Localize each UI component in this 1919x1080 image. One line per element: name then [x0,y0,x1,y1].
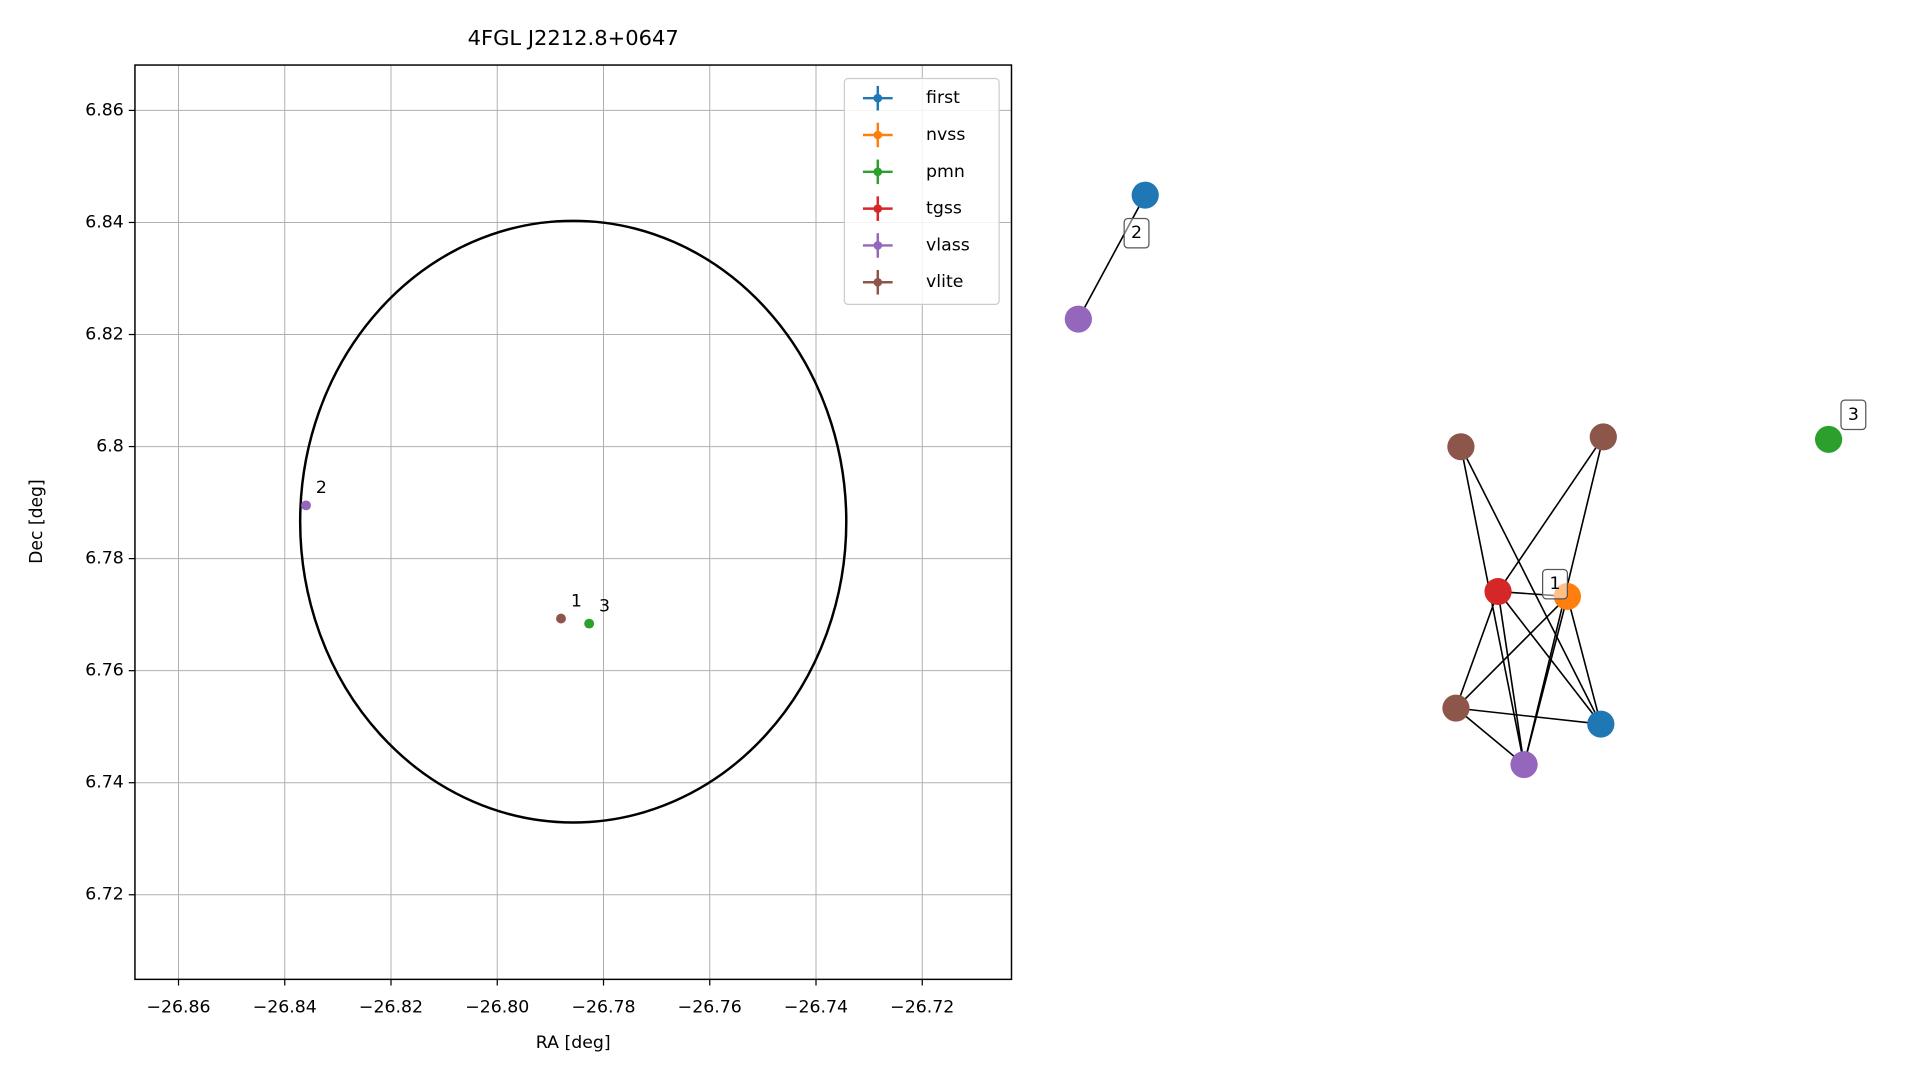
legend-marker [873,241,883,250]
legend-marker [873,93,883,103]
node [1484,578,1512,606]
legend-marker [873,277,883,287]
point-label: 2 [316,478,327,498]
legend-label: nvss [926,125,965,145]
node [1589,423,1617,451]
x-tick-label: −26.86 [146,998,210,1018]
legend-label: vlite [926,272,963,292]
y-tick-label: 6.8 [96,437,124,457]
y-tick-label: 6.78 [85,549,124,569]
x-tick-label: −26.76 [678,998,742,1018]
y-tick-label: 6.76 [85,661,124,681]
x-axis-label: RA [deg] [536,1033,611,1053]
node [1131,181,1159,209]
y-tick-label: 6.86 [85,100,124,120]
legend-marker [873,204,883,213]
edge [1497,591,1602,725]
label-box [1542,568,1569,600]
x-tick-label: −26.74 [784,998,848,1018]
y-tick-label: 6.84 [85,213,124,233]
legend-label: tgss [926,199,962,219]
edge [1566,596,1602,725]
legend-box [843,77,1000,305]
y-tick-label: 6.82 [85,325,124,345]
edge [1455,707,1601,725]
axes-frame [134,64,1013,981]
edge [1497,591,1525,765]
legend-label: vlass [926,235,970,255]
node-label: 3 [1848,405,1859,425]
legend-label: pmn [926,162,965,182]
chart-title: 4FGL J2212.8+0647 [468,26,679,50]
y-axis-label: Dec [deg] [27,479,47,563]
legend-marker [873,130,883,140]
legend-marker [873,167,883,177]
x-tick-label: −26.72 [890,998,954,1018]
node [1815,425,1843,453]
edge [1455,707,1525,766]
error-ellipse [298,219,848,824]
x-tick-label: −26.78 [571,998,635,1018]
y-tick-label: 6.74 [85,773,124,793]
edge [1455,591,1499,709]
y-tick-label: 6.72 [85,885,124,905]
edge [1455,595,1568,709]
edge [1460,446,1602,725]
node [1447,433,1475,461]
point [556,613,566,624]
point [301,500,311,511]
point-label: 3 [599,596,610,616]
edge [1497,436,1604,592]
x-tick-label: −26.82 [359,998,423,1018]
node-label: 2 [1131,223,1142,243]
node [1587,710,1615,738]
legend-label: first [926,88,960,108]
point-label: 1 [571,591,582,611]
point [584,618,595,629]
x-tick-label: −26.80 [465,998,529,1018]
edge [1523,596,1569,765]
label-box [1840,399,1867,431]
label-box [1123,217,1150,249]
node [1442,694,1470,722]
node [1510,751,1538,779]
edge [1077,194,1146,320]
x-tick-label: −26.84 [253,998,317,1018]
node [1064,305,1092,333]
node-label: 1 [1549,574,1560,594]
